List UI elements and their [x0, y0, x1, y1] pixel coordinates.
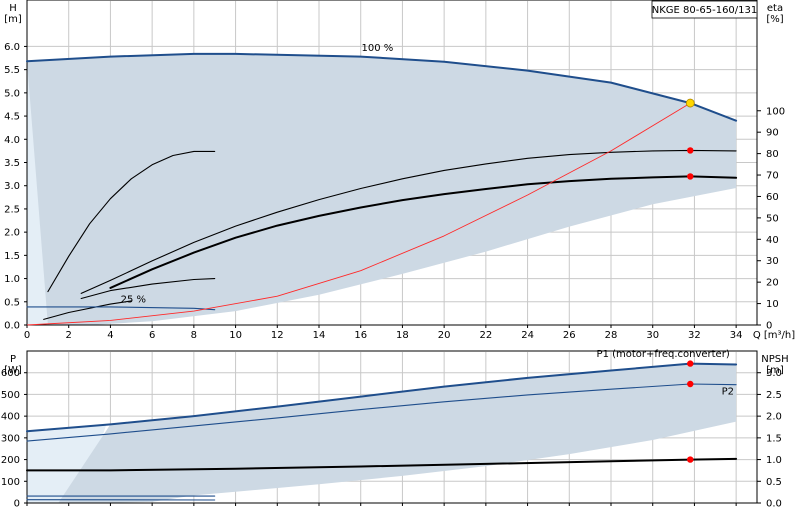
chart-title: NKGE 80-65-160/131	[652, 5, 758, 16]
y2-tick-label: 40	[766, 235, 779, 246]
series-line-npsh	[26, 457, 738, 472]
y2-tick-label: 50	[766, 213, 779, 224]
y2-tick-label: 2.5	[766, 390, 782, 401]
operating-range-area	[58, 363, 737, 503]
y2-tick-label: 70	[766, 171, 779, 182]
x-tick-label: 16	[354, 330, 367, 341]
x-tick-label: 26	[563, 330, 576, 341]
x-tick-label: 0	[24, 330, 30, 341]
x-tick-label: 32	[688, 330, 701, 341]
y2-axis-label: NPSH	[761, 354, 788, 365]
series-line-thin	[80, 149, 737, 294]
series-line-eta	[26, 102, 691, 326]
x-tick-label: 24	[521, 330, 534, 341]
y2-tick-label: 1.5	[766, 433, 782, 444]
series-line-min	[43, 300, 132, 320]
y2-tick-label: 20	[766, 278, 779, 289]
y-axis-unit: [m]	[4, 14, 22, 25]
x-axis-label: Q [m³/h]	[753, 330, 795, 341]
y-tick-label: 2.5	[4, 204, 20, 215]
y2-axis-unit: [%]	[766, 14, 783, 25]
title-box	[651, 0, 758, 19]
y-tick-label: 600	[1, 368, 20, 379]
duty-point-marker	[687, 456, 694, 463]
y-tick-label: 3.5	[4, 158, 20, 169]
y2-tick-label: 0.0	[766, 499, 782, 510]
y-tick-label: 5.5	[4, 65, 20, 76]
x-tick-label: 12	[271, 330, 284, 341]
x-tick-label: 28	[605, 330, 618, 341]
y-axis-label: P	[10, 354, 16, 365]
y-tick-label: 2.0	[4, 228, 20, 239]
x-tick-label: 10	[229, 330, 242, 341]
y-tick-label: 5.0	[4, 88, 20, 99]
curve-label: P1 (motor+freq.converter)	[597, 349, 730, 360]
y-tick-label: 4.5	[4, 112, 20, 123]
y-tick-label: 6.0	[4, 42, 20, 53]
duty-point-marker	[685, 98, 695, 108]
series-line-p2	[26, 383, 737, 442]
x-tick-label: 8	[191, 330, 197, 341]
curve-label: 25 %	[121, 295, 146, 306]
y-tick-label: 0.5	[4, 297, 20, 308]
y-tick-label: 0.0	[4, 321, 20, 332]
y2-tick-label: 100	[766, 106, 785, 117]
y2-axis-unit: [m]	[766, 365, 784, 376]
y-tick-label: 500	[1, 390, 20, 401]
y-axis-label: H	[9, 3, 17, 14]
head-efficiency-panel: 100 % 25 % 0.0 0.5 1.0 1.5 2.0 2.5 3.0 3.5 4.0 4.5 5…	[4, 0, 795, 341]
y-tick-label: 1.0	[4, 274, 20, 285]
y-tick-label: 400	[1, 412, 20, 423]
y2-tick-label: 10	[766, 299, 779, 310]
y-axis-unit: [W]	[4, 365, 22, 376]
y2-axis-label: eta	[767, 3, 783, 14]
series-line-max	[26, 52, 738, 122]
y-tick-label: 1.5	[4, 251, 20, 262]
operating-range-light	[27, 424, 107, 503]
curve-label: 100 %	[362, 43, 394, 54]
x-tick-label: 14	[313, 330, 326, 341]
series-line-thin	[80, 278, 216, 300]
x-tick-label: 6	[149, 330, 155, 341]
y2-tick-label: 2.0	[766, 412, 782, 423]
y-tick-label: 300	[1, 433, 20, 444]
y2-tick-label: 0.5	[766, 477, 782, 488]
y-tick-label: 100	[1, 477, 20, 488]
y-tick-label: 4.0	[4, 135, 20, 146]
y2-tick-label: 30	[766, 256, 779, 267]
series-line-thin	[47, 150, 216, 293]
y2-tick-label: 60	[766, 192, 779, 203]
y2-tick-label: 0	[766, 321, 772, 332]
y-tick-label: 200	[1, 455, 20, 466]
y-tick-label: 0	[14, 499, 20, 510]
series-line-bold	[109, 175, 738, 289]
duty-point-marker	[687, 147, 694, 154]
y2-tick-label: 80	[766, 149, 779, 160]
x-tick-label: 4	[107, 330, 113, 341]
y2-tick-label: 1.0	[766, 455, 782, 466]
y2-tick-label: 3.0	[766, 368, 782, 379]
operating-range-area	[27, 53, 737, 326]
curve-label: P2	[722, 386, 734, 397]
x-tick-label: 20	[438, 330, 451, 341]
x-tick-label: 34	[730, 330, 743, 341]
power-npsh-panel: P1 (motor+freq.converter) P2 0 100 200 300 400…	[1, 349, 789, 509]
duty-point-marker	[687, 380, 694, 388]
y2-tick-label: 90	[766, 128, 779, 139]
duty-point-marker	[687, 173, 694, 180]
x-tick-label: 22	[479, 330, 492, 341]
y-tick-label: 3.0	[4, 181, 20, 192]
x-tick-label: 2	[66, 330, 72, 341]
plot-frame	[26, 350, 758, 504]
x-tick-label: 30	[646, 330, 659, 341]
x-tick-label: 18	[396, 330, 409, 341]
duty-point-marker	[687, 360, 694, 367]
series-line-p1	[26, 362, 738, 433]
